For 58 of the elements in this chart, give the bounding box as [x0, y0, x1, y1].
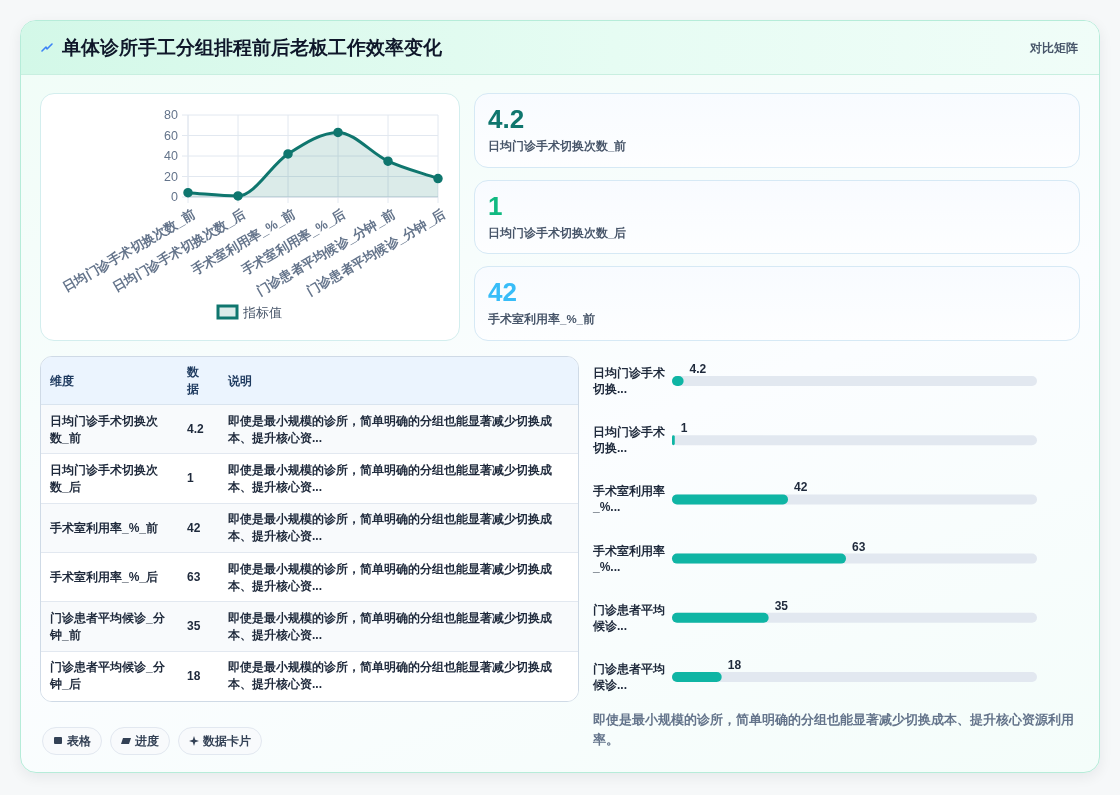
text: 即使是最小规模的诊所，简单明确的分组也能显著减少切换成本、提升核心资... [228, 511, 553, 546]
bar [672, 612, 769, 623]
y-tick-label: 40 [164, 149, 179, 163]
category-label: 手术室利用率_%_前 [50, 519, 159, 537]
y-tick-label: 日均门诊手术切换... [593, 365, 666, 397]
y-tick-label: 门诊患者平均候诊... [593, 601, 666, 634]
category-label: 日均门诊手术切换次数_前 [488, 138, 627, 154]
text: 数据 [187, 364, 200, 398]
data-label: 42 [187, 519, 201, 537]
data-label: 63 [187, 569, 201, 587]
text: 进度 [135, 733, 159, 749]
bar [672, 494, 788, 505]
point [433, 173, 443, 184]
text: 即使是最小规模的诊所，简单明确的分组也能显著减少切换成本、提升核心资... [228, 659, 553, 694]
text: 维度 [50, 372, 74, 390]
text: 对比矩阵 [1030, 40, 1078, 57]
bar [672, 672, 722, 682]
text: 数据卡片 [203, 733, 251, 749]
data-label: 4.2 [187, 421, 204, 439]
y-tick-label: 20 [164, 169, 179, 184]
data-label: 35 [774, 598, 789, 613]
point [283, 149, 293, 159]
category-label: 手术室利用率_%_后 [50, 569, 159, 587]
data-label: 1 [680, 421, 688, 436]
y-tick-label: 0 [171, 190, 179, 204]
text: 单体诊所手工分组排程前后老板工作效率变化 [62, 36, 442, 60]
point [233, 191, 243, 201]
data-label: 35 [187, 618, 201, 636]
category-label: 门诊患者平均候诊_分钟_后 [50, 659, 166, 694]
data-label: 18 [187, 667, 201, 685]
y-tick-label: 门诊患者平均候诊... [593, 661, 666, 693]
legend-label: 指标值 [242, 304, 282, 320]
category-label: 手术室利用率_%_前 [488, 311, 596, 328]
data-label: 1 [488, 189, 503, 222]
text: 即使是最小规模的诊所，简单明确的分组也能显著减少切换成本、提升核心资源利用率。 [593, 711, 1075, 750]
y-tick-label: 日均门诊手术切换... [593, 424, 666, 457]
text: 说明 [228, 372, 252, 390]
data-label: 18 [727, 658, 742, 672]
point [383, 156, 393, 166]
data-label: 1 [187, 470, 194, 488]
text: 即使是最小规模的诊所，简单明确的分组也能显著减少切换成本、提升核心资... [228, 462, 553, 496]
data-label: 42 [488, 276, 517, 309]
category-label: 门诊患者平均候诊_分钟_前 [50, 610, 166, 644]
data-label: 42 [794, 480, 808, 495]
text: 即使是最小规模的诊所，简单明确的分组也能显著减少切换成本、提升核心资... [228, 610, 553, 644]
text: 表格 [67, 733, 91, 749]
category-label: 日均门诊手术切换次数_前 [50, 412, 159, 447]
data-label: 63 [852, 539, 866, 554]
y-tick-label: 手术室利用率_%... [593, 483, 666, 516]
y-tick-label: 80 [164, 108, 179, 122]
y-tick-label: 60 [164, 128, 179, 143]
text: 即使是最小规模的诊所，简单明确的分组也能显著减少切换成本、提升核心资... [228, 560, 553, 595]
data-label: 4.2 [488, 103, 525, 135]
y-tick-label: 手术室利用率_%... [593, 542, 666, 575]
text: 即使是最小规模的诊所，简单明确的分组也能显著减少切换成本、提升核心资... [228, 412, 553, 447]
data-label: 4.2 [689, 362, 707, 376]
category-label: 日均门诊手术切换次数_后 [50, 462, 159, 496]
point [333, 127, 343, 138]
